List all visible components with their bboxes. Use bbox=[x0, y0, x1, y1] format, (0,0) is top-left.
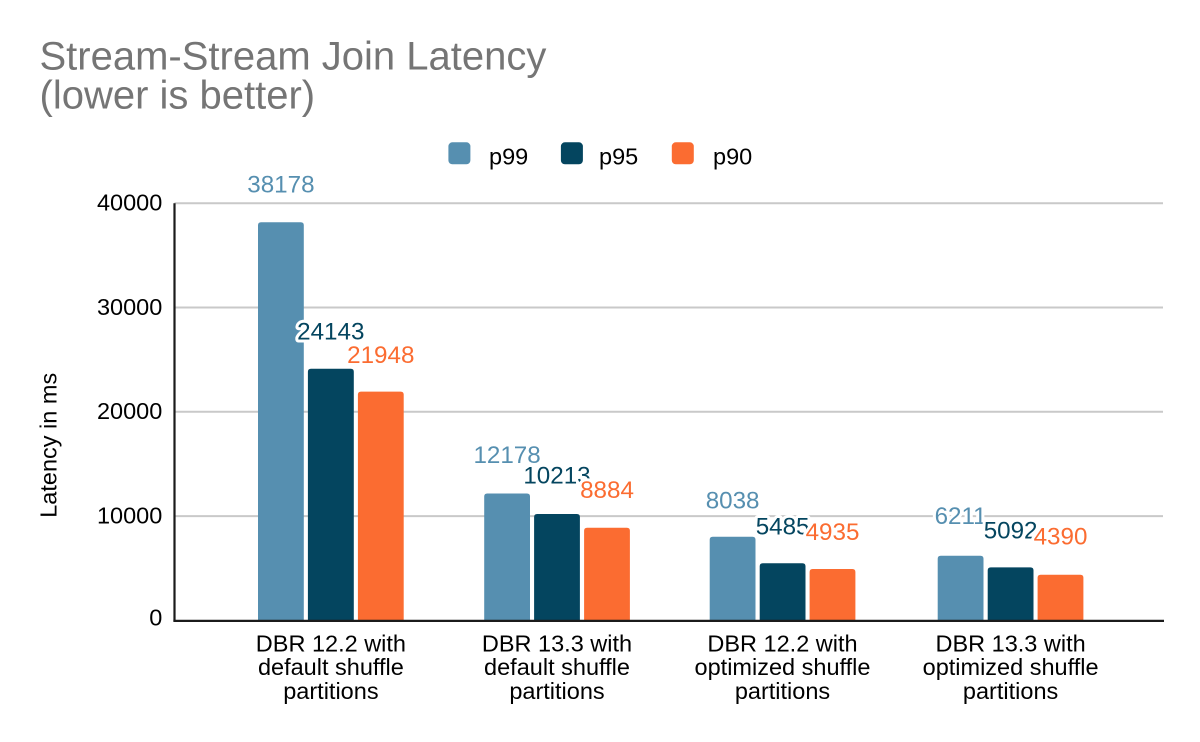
svg-text:8038: 8038 bbox=[706, 488, 760, 515]
svg-text:p90: p90 bbox=[713, 143, 752, 169]
svg-text:5485: 5485 bbox=[756, 514, 810, 541]
svg-text:6211: 6211 bbox=[935, 503, 987, 530]
svg-text:21948: 21948 bbox=[347, 342, 414, 369]
svg-text:12178: 12178 bbox=[473, 442, 540, 469]
svg-text:10213: 10213 bbox=[523, 462, 590, 489]
svg-text:24143: 24143 bbox=[297, 319, 364, 346]
svg-text:0: 0 bbox=[149, 605, 162, 631]
svg-text:40000: 40000 bbox=[97, 190, 162, 216]
svg-text:20000: 20000 bbox=[97, 398, 162, 424]
svg-text:10000: 10000 bbox=[97, 502, 162, 528]
svg-text:Latency in ms: Latency in ms bbox=[36, 373, 62, 518]
svg-text:p99: p99 bbox=[489, 143, 528, 169]
svg-text:4390: 4390 bbox=[1034, 524, 1088, 551]
svg-text:38178: 38178 bbox=[247, 172, 314, 199]
svg-text:p95: p95 bbox=[599, 143, 638, 169]
svg-text:30000: 30000 bbox=[97, 294, 162, 320]
svg-text:8884: 8884 bbox=[580, 477, 634, 504]
svg-text:5092: 5092 bbox=[984, 518, 1038, 545]
svg-text:4935: 4935 bbox=[806, 519, 860, 546]
